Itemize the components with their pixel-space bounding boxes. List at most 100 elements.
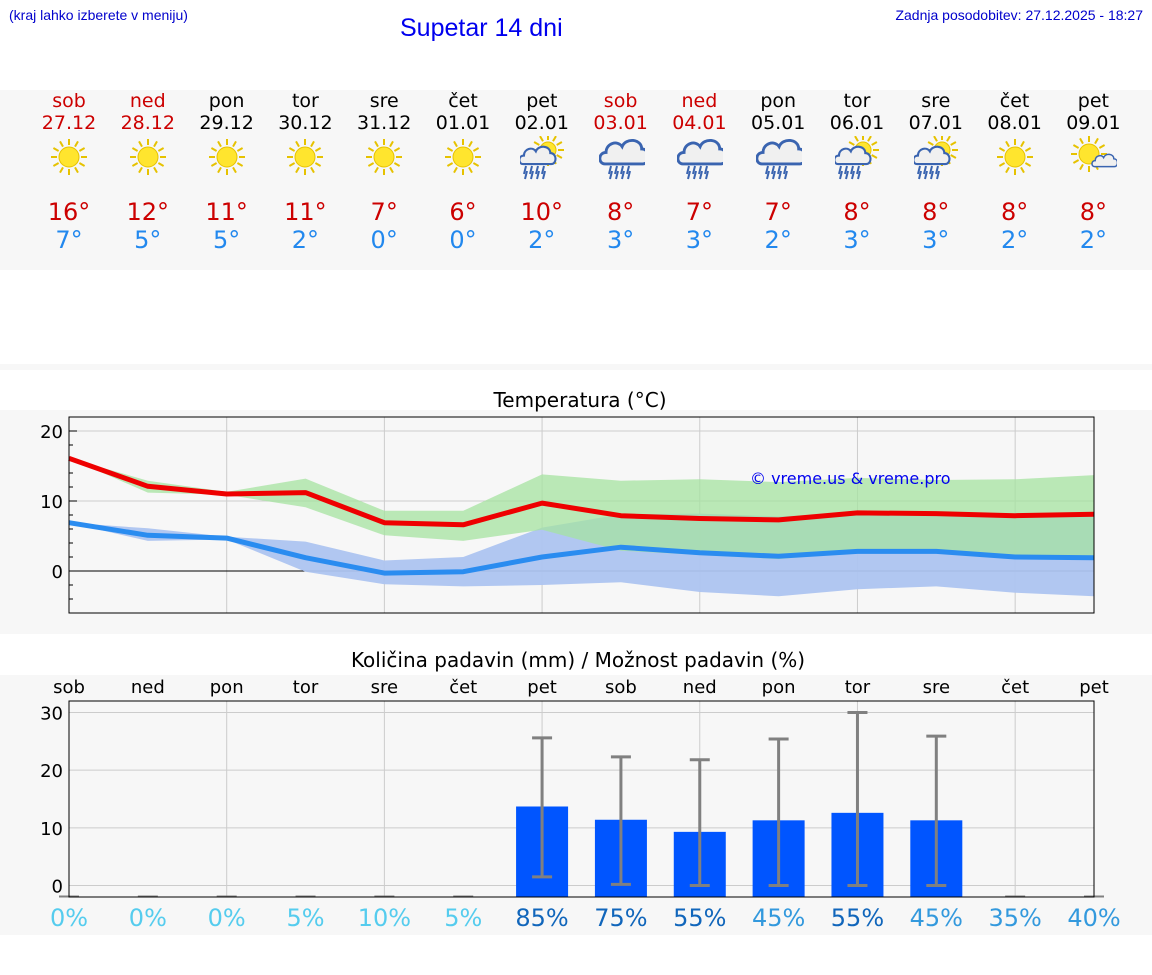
day-name: sre bbox=[921, 90, 951, 112]
sun-rain-cloud-icon bbox=[913, 136, 958, 180]
y-tick-label: 20 bbox=[40, 422, 63, 443]
sun-icon bbox=[129, 139, 166, 175]
day-date: 29.12 bbox=[199, 112, 254, 134]
y-tick-label: 30 bbox=[40, 704, 63, 725]
day-date: 04.01 bbox=[672, 112, 727, 134]
min-temperature: 5° bbox=[212, 226, 241, 254]
max-temperature: 16° bbox=[47, 198, 91, 226]
x-category-label: sre bbox=[923, 677, 950, 698]
max-temperature: 10° bbox=[520, 198, 564, 226]
sun-icon bbox=[208, 139, 245, 175]
min-temperature: 0° bbox=[449, 226, 477, 254]
rain-cloud-icon bbox=[677, 139, 724, 180]
x-category-label: sob bbox=[605, 677, 637, 698]
page-title: Supetar 14 dni bbox=[400, 14, 563, 42]
divider bbox=[0, 364, 1152, 370]
min-temperature-line bbox=[68, 520, 1095, 576]
min-temperature: 3° bbox=[922, 226, 950, 254]
precip-probability: 10% bbox=[358, 904, 411, 932]
x-category-label: pon bbox=[762, 677, 796, 698]
chart-title: Temperatura (°C) bbox=[492, 388, 666, 412]
watermark: © vreme.us & vreme.pro bbox=[750, 469, 951, 488]
max-temperature: 12° bbox=[126, 198, 170, 226]
sun-icon bbox=[51, 139, 87, 175]
day-date: 28.12 bbox=[120, 112, 175, 134]
min-temperature: 2° bbox=[1079, 226, 1108, 254]
plot-frame bbox=[68, 700, 1095, 898]
day-date: 01.01 bbox=[435, 112, 491, 134]
location-hint[interactable]: (kraj lahko izberete v meniju) bbox=[9, 7, 188, 23]
sun-rain-cloud-icon bbox=[835, 136, 879, 180]
precip-probability: 5% bbox=[444, 904, 482, 932]
min-temperature: 3° bbox=[843, 226, 871, 254]
last-update: Zadnja posodobitev: 27.12.2025 - 18:27 bbox=[895, 7, 1143, 23]
x-category-label: pon bbox=[210, 677, 244, 698]
sun-rain-cloud-icon bbox=[519, 136, 564, 180]
day-date: 02.01 bbox=[514, 112, 569, 134]
y-tick-label: 10 bbox=[40, 492, 63, 513]
day-date: 27.12 bbox=[41, 112, 97, 134]
max-temperature: 11° bbox=[284, 198, 327, 226]
y-tick-label: 20 bbox=[40, 761, 63, 782]
min-temperature: 2° bbox=[291, 226, 320, 254]
y-tick-label: 10 bbox=[40, 819, 63, 840]
precip-probability: 40% bbox=[1067, 904, 1120, 932]
day-name: tor bbox=[291, 90, 319, 112]
max-temperature: 8° bbox=[1000, 198, 1029, 226]
day-date: 05.01 bbox=[750, 112, 806, 134]
day-date: 03.01 bbox=[593, 112, 648, 134]
x-category-label: ned bbox=[131, 677, 165, 698]
chart-title: Količina padavin (mm) / Možnost padavin … bbox=[351, 648, 805, 672]
day-date: 30.12 bbox=[278, 112, 333, 134]
min-temperature: 3° bbox=[685, 226, 714, 254]
max-temperature: 8° bbox=[843, 198, 871, 226]
precip-probability: 0% bbox=[129, 904, 167, 932]
daily-forecast-strip: sob 27.12 16° 7° ned 28.12 12° 5° pon 29… bbox=[0, 90, 1152, 270]
day-name: sob bbox=[52, 90, 86, 112]
x-category-label: pet bbox=[1079, 677, 1109, 698]
min-temperature: 3° bbox=[606, 226, 635, 254]
precip-probability: 45% bbox=[910, 904, 963, 932]
day-date: 09.01 bbox=[1066, 112, 1121, 134]
rain-cloud-icon bbox=[598, 139, 645, 180]
min-temperature: 5° bbox=[134, 226, 162, 254]
y-tick-label: 0 bbox=[52, 562, 63, 583]
precip-probability: 55% bbox=[831, 904, 884, 932]
plot-frame bbox=[68, 416, 1095, 614]
min-temperature: 0° bbox=[370, 226, 398, 254]
max-temperature-line bbox=[68, 455, 1095, 528]
day-name: tor bbox=[843, 90, 871, 112]
max-temperature: 8° bbox=[922, 198, 950, 226]
sun-icon bbox=[287, 139, 324, 175]
day-name: ned bbox=[129, 90, 166, 112]
x-category-label: sre bbox=[371, 677, 398, 698]
day-name: pon bbox=[208, 90, 245, 112]
day-name: pet bbox=[526, 90, 558, 112]
precip-probability: 75% bbox=[594, 904, 647, 932]
min-temperature: 2° bbox=[764, 226, 792, 254]
day-name: sre bbox=[369, 90, 399, 112]
x-category-label: tor bbox=[845, 677, 871, 698]
sun-cloud-icon bbox=[1071, 136, 1118, 172]
min-temperature: 2° bbox=[1000, 226, 1029, 254]
precip-probability: 0% bbox=[50, 904, 88, 932]
day-date: 31.12 bbox=[356, 112, 412, 134]
day-date: 07.01 bbox=[908, 112, 963, 134]
day-name: pon bbox=[760, 90, 797, 112]
sun-icon bbox=[996, 139, 1033, 175]
max-temperature: 7° bbox=[370, 198, 398, 226]
sun-icon bbox=[366, 139, 403, 175]
temperature-chart: Temperatura (°C) 0 10 20 © vreme.us & vreme.… bbox=[40, 388, 1095, 614]
y-tick-label: 0 bbox=[52, 876, 63, 897]
sun-icon bbox=[445, 139, 481, 175]
min-temperature: 2° bbox=[528, 226, 556, 254]
day-name: sob bbox=[603, 90, 638, 112]
precip-probability: 85% bbox=[515, 904, 568, 932]
x-category-label: čet bbox=[1001, 677, 1029, 698]
precip-probability: 0% bbox=[208, 904, 246, 932]
x-category-label: pet bbox=[527, 677, 557, 698]
max-temperature: 7° bbox=[764, 198, 792, 226]
day-name: čet bbox=[999, 90, 1030, 112]
day-name: ned bbox=[681, 90, 718, 112]
precipitation-chart: Količina padavin (mm) / Možnost padavin … bbox=[40, 648, 1121, 932]
